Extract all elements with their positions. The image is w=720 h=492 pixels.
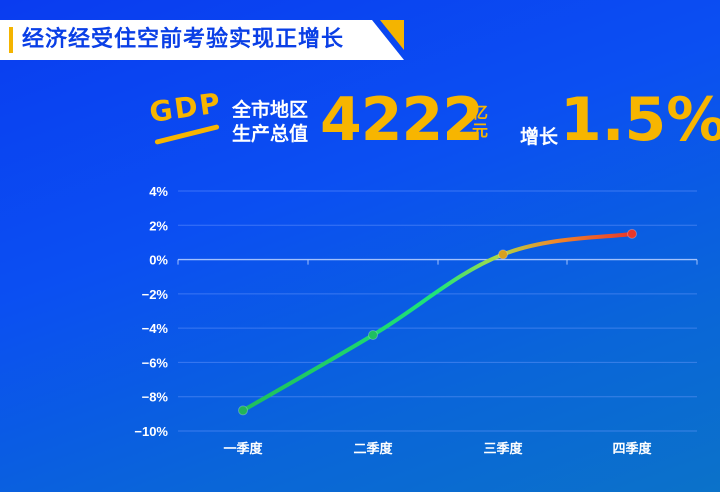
series-line xyxy=(241,231,634,413)
series-points xyxy=(238,228,637,416)
x-tick-label: 二季度 xyxy=(353,441,393,456)
x-tick-label: 四季度 xyxy=(612,441,652,456)
gdp-label-line1: 全市地区 xyxy=(232,99,309,121)
y-tick-label: −10% xyxy=(134,424,168,439)
y-tick-label: −6% xyxy=(142,355,169,370)
gdp-unit: 亿 元 xyxy=(470,104,490,140)
gdp-label-line2: 生产总值 xyxy=(232,123,309,145)
x-axis-ticks: 一季度 二季度 三季度 四季度 xyxy=(223,441,652,456)
y-tick-label: 4% xyxy=(149,184,168,199)
y-tick-label: 0% xyxy=(149,253,168,268)
gdp-value: 4222 xyxy=(320,85,484,155)
y-tick-label: −8% xyxy=(142,390,169,405)
page-title: 经济经受住空前考验实现正增长 xyxy=(22,27,345,52)
gdp-unit-line1: 亿 xyxy=(471,103,488,122)
series-line-layer xyxy=(241,231,634,413)
x-tick-label: 一季度 xyxy=(223,441,263,456)
x-tick-label: 三季度 xyxy=(483,441,523,456)
growth-label: 增长 xyxy=(520,126,559,148)
y-tick-label: 2% xyxy=(149,218,168,233)
y-tick-label: −4% xyxy=(142,321,169,336)
gdp-label: 全市地区 生产总值 xyxy=(232,98,308,146)
data-point xyxy=(627,228,637,239)
data-point xyxy=(238,405,248,416)
banner-accent-bar xyxy=(9,27,13,53)
header-banner: 经济经受住空前考验实现正增长 xyxy=(0,20,404,60)
growth-value: 1.5% xyxy=(560,85,720,155)
banner-background xyxy=(0,20,404,60)
gdp-unit-line2: 元 xyxy=(471,121,488,140)
data-point xyxy=(368,330,378,340)
y-axis-ticks: 4% 2% 0% −2% −4% −6% −8% −10% xyxy=(134,184,168,439)
y-tick-label: −2% xyxy=(142,287,169,302)
data-point xyxy=(498,249,508,260)
chart-grid xyxy=(177,190,698,432)
